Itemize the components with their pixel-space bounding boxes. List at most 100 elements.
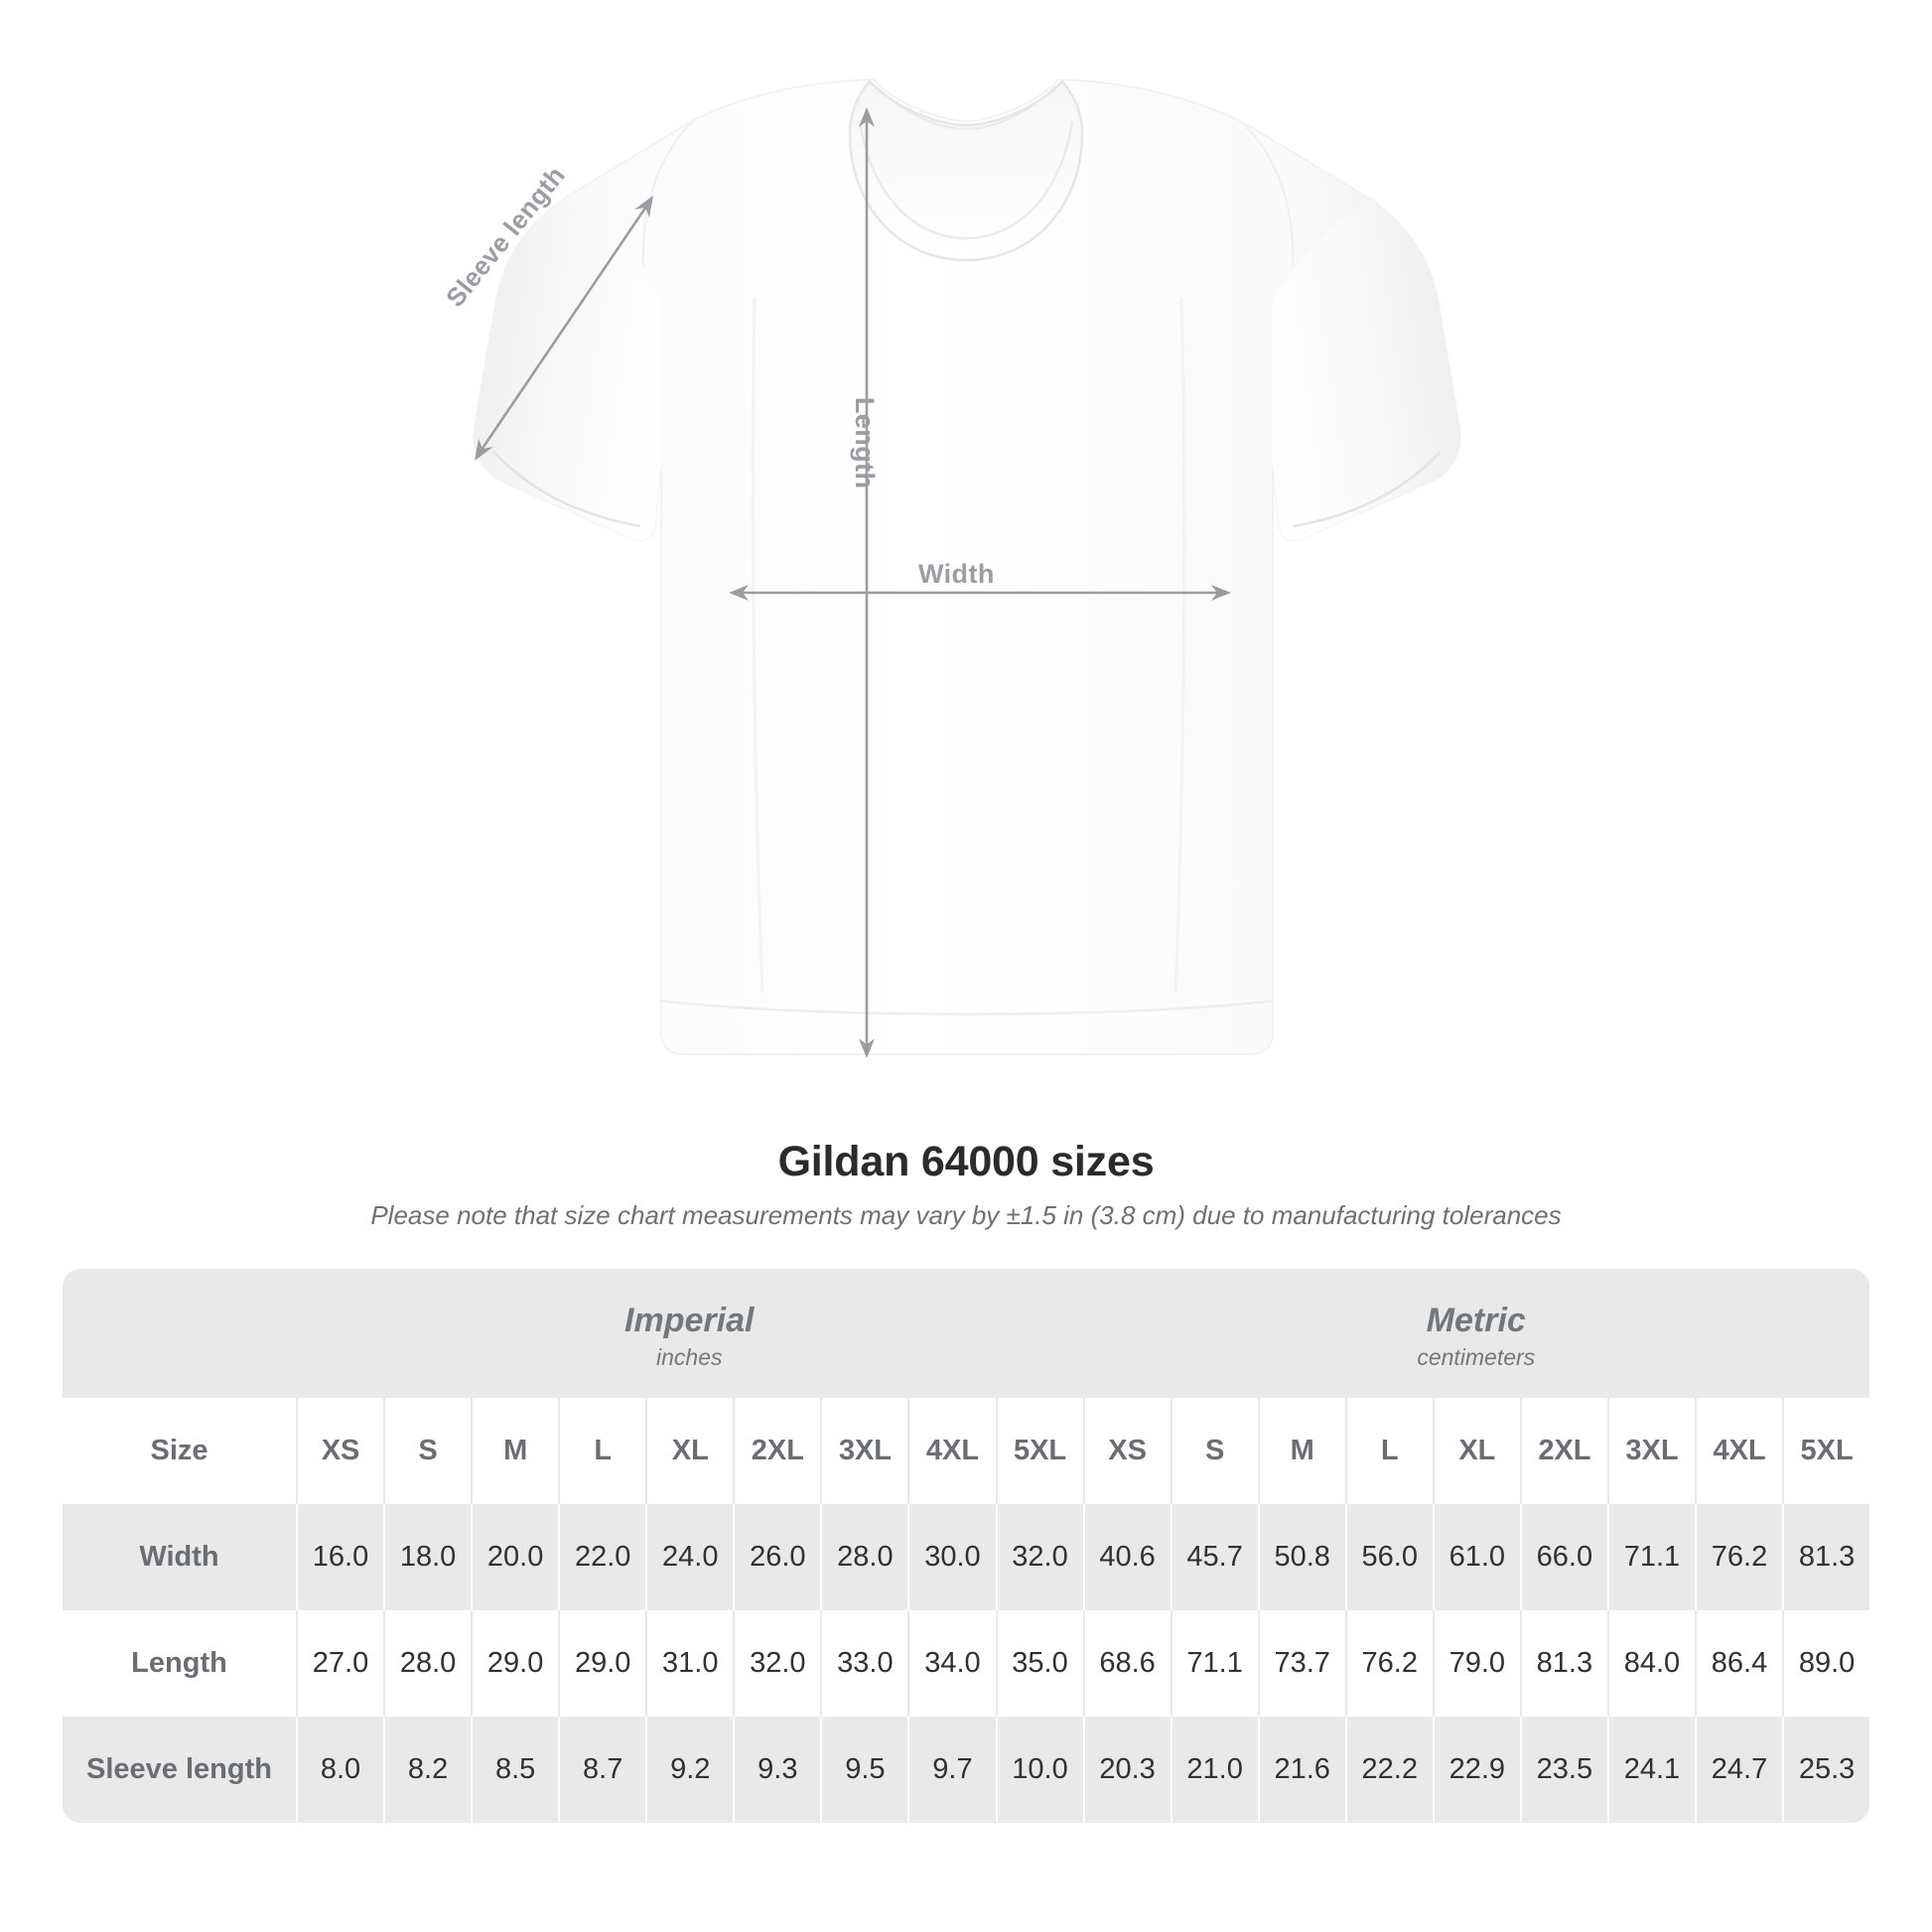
table-cell: 32.0 bbox=[733, 1610, 820, 1717]
table-cell: 22.9 bbox=[1432, 1717, 1520, 1823]
width-arrow-right bbox=[1211, 585, 1231, 601]
table-cell: 20.3 bbox=[1082, 1717, 1171, 1823]
table-cell: 89.0 bbox=[1782, 1610, 1869, 1717]
table-cell: 84.0 bbox=[1606, 1610, 1695, 1717]
table-cell: 76.2 bbox=[1695, 1504, 1782, 1610]
table-cell: 32.0 bbox=[995, 1504, 1083, 1610]
size-header-cell: 4XL bbox=[1695, 1398, 1782, 1504]
width-arrow-left bbox=[729, 585, 749, 601]
fabric-fold-left bbox=[751, 297, 764, 994]
table-cell: 9.2 bbox=[645, 1717, 733, 1823]
page-title: Gildan 64000 sizes bbox=[777, 1138, 1155, 1185]
table-cell: 8.2 bbox=[383, 1717, 471, 1823]
unit-spacer-cell bbox=[63, 1269, 296, 1398]
size-header-cell: XL bbox=[645, 1398, 733, 1504]
collar-top-seam bbox=[875, 84, 1057, 131]
right-sleeve bbox=[1273, 199, 1460, 541]
size-header-cell: XL bbox=[1432, 1398, 1520, 1504]
size-header-cell: L bbox=[1344, 1398, 1433, 1504]
table-cell: 27.0 bbox=[296, 1610, 383, 1717]
table-cell: 24.0 bbox=[645, 1504, 733, 1610]
size-header-cell: S bbox=[383, 1398, 471, 1504]
unit-header-row: Imperial inches Metric centimeters bbox=[63, 1269, 1869, 1398]
table-cell: 73.7 bbox=[1257, 1610, 1345, 1717]
length-arrow-top bbox=[859, 107, 875, 127]
table-cell: 66.0 bbox=[1519, 1504, 1607, 1610]
table-cell: 25.3 bbox=[1782, 1717, 1869, 1823]
table-cell: 22.2 bbox=[1344, 1717, 1433, 1823]
collar-inner-seam bbox=[858, 120, 1074, 240]
size-header-cell: S bbox=[1170, 1398, 1258, 1504]
table-cell: 81.3 bbox=[1519, 1610, 1607, 1717]
table-cell: 35.0 bbox=[995, 1610, 1083, 1717]
bottom-hem bbox=[660, 999, 1274, 1016]
right-sleeve-hem bbox=[1293, 451, 1442, 528]
left-sleeve bbox=[474, 199, 661, 541]
table-cell: 31.0 bbox=[645, 1610, 733, 1717]
table-cell: 45.7 bbox=[1170, 1504, 1258, 1610]
fabric-fold-right bbox=[1173, 297, 1186, 994]
table-cell: 8.5 bbox=[471, 1717, 558, 1823]
tshirt-diagram: Sleeve length Length Width bbox=[440, 78, 1461, 1058]
table-cell: 10.0 bbox=[995, 1717, 1083, 1823]
size-header-cell: 5XL bbox=[995, 1398, 1083, 1504]
size-header-row: Size XS S M L XL 2XL 3XL 4XL 5XL XS S M … bbox=[63, 1398, 1869, 1504]
size-header-cell: 4XL bbox=[907, 1398, 995, 1504]
tolerance-note: Please note that size chart measurements… bbox=[370, 1200, 1562, 1230]
table-cell: 56.0 bbox=[1344, 1504, 1433, 1610]
row-label-width: Width bbox=[139, 1541, 219, 1573]
sleeve-arrow-top bbox=[634, 196, 653, 217]
imperial-name: Imperial bbox=[624, 1301, 755, 1339]
size-header-cell: XS bbox=[1082, 1398, 1171, 1504]
size-header-cell: 2XL bbox=[1519, 1398, 1607, 1504]
collar bbox=[848, 79, 1084, 262]
table-cell: 40.6 bbox=[1082, 1504, 1171, 1610]
size-header-cell: M bbox=[471, 1398, 558, 1504]
table-row: Width 16.0 18.0 20.0 22.0 24.0 26.0 28.0… bbox=[63, 1504, 1869, 1610]
imperial-sub: inches bbox=[656, 1344, 723, 1371]
table-cell: 29.0 bbox=[471, 1610, 558, 1717]
table-cell: 23.5 bbox=[1519, 1717, 1607, 1823]
table-cell: 28.0 bbox=[383, 1610, 471, 1717]
table-cell: 24.7 bbox=[1695, 1717, 1782, 1823]
length-arrow-bottom bbox=[859, 1038, 875, 1058]
metric-sub: centimeters bbox=[1417, 1344, 1536, 1371]
size-header-cell: 3XL bbox=[820, 1398, 907, 1504]
table-cell: 22.0 bbox=[558, 1504, 645, 1610]
table-cell: 86.4 bbox=[1695, 1610, 1782, 1717]
sleeve-arrow-bottom bbox=[475, 439, 493, 461]
table-cell: 9.7 bbox=[907, 1717, 995, 1823]
size-header-cell: L bbox=[558, 1398, 645, 1504]
metric-name: Metric bbox=[1426, 1301, 1526, 1339]
size-table: Imperial inches Metric centimeters Size … bbox=[63, 1269, 1869, 1823]
right-shoulder-seam bbox=[1240, 120, 1295, 267]
table-cell: 61.0 bbox=[1432, 1504, 1520, 1610]
table-cell: 76.2 bbox=[1344, 1610, 1433, 1717]
unit-group-imperial: Imperial inches bbox=[296, 1269, 1083, 1398]
left-shoulder-seam bbox=[641, 118, 696, 267]
table-cell: 21.0 bbox=[1170, 1717, 1258, 1823]
table-cell: 34.0 bbox=[907, 1610, 995, 1717]
size-header-cell: 5XL bbox=[1782, 1398, 1869, 1504]
table-cell: 68.6 bbox=[1082, 1610, 1171, 1717]
table-cell: 18.0 bbox=[383, 1504, 471, 1610]
table-cell: 8.0 bbox=[296, 1717, 383, 1823]
sleeve-measure-line bbox=[478, 203, 650, 454]
table-cell: 33.0 bbox=[820, 1610, 907, 1717]
size-header-cell: XS bbox=[296, 1398, 383, 1504]
size-row-label: Size bbox=[150, 1435, 208, 1466]
table-cell: 81.3 bbox=[1782, 1504, 1869, 1610]
unit-group-metric: Metric centimeters bbox=[1083, 1269, 1870, 1398]
left-sleeve-hem bbox=[492, 451, 641, 528]
length-label: Length bbox=[850, 397, 880, 489]
table-cell: 8.7 bbox=[558, 1717, 645, 1823]
table-cell: 9.5 bbox=[820, 1717, 907, 1823]
table-cell: 79.0 bbox=[1432, 1610, 1520, 1717]
width-label: Width bbox=[918, 559, 995, 589]
table-cell: 71.1 bbox=[1170, 1610, 1258, 1717]
table-cell: 9.3 bbox=[733, 1717, 820, 1823]
table-cell: 20.0 bbox=[471, 1504, 558, 1610]
size-header-cell: 3XL bbox=[1606, 1398, 1695, 1504]
table-row: Sleeve length 8.0 8.2 8.5 8.7 9.2 9.3 9.… bbox=[63, 1717, 1869, 1823]
